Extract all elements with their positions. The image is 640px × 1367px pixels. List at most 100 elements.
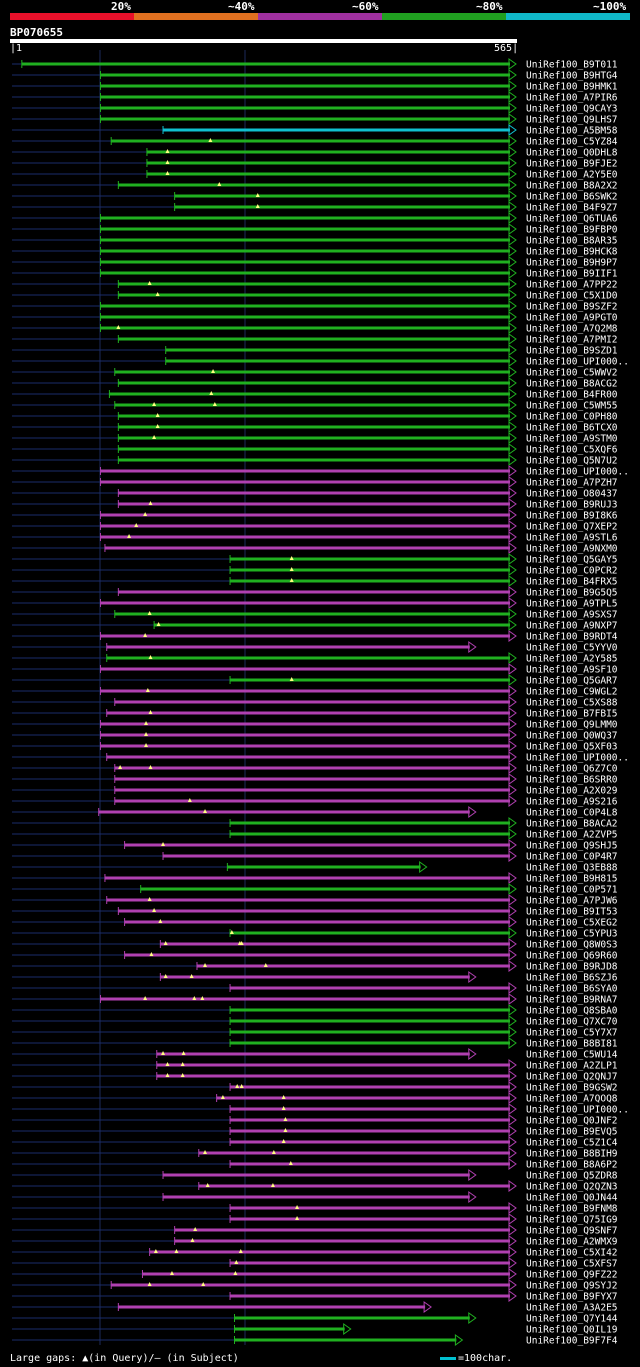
hit-row[interactable]: UniRef100_A2WMX9 bbox=[12, 1235, 618, 1248]
hit-label[interactable]: UniRef100_C5YPU3 bbox=[526, 929, 618, 940]
hit-row[interactable]: UniRef100_Q5ZDR8 bbox=[12, 1169, 618, 1182]
hit-label[interactable]: UniRef100_Q7XC70 bbox=[526, 1017, 618, 1028]
hit-label[interactable]: UniRef100_Q0DHL8 bbox=[526, 148, 618, 159]
hit-row[interactable]: UniRef100_C0P571 bbox=[12, 883, 618, 896]
hit-row[interactable]: UniRef100_A2X029 bbox=[12, 784, 618, 797]
hit-label[interactable]: UniRef100_Q8SBA0 bbox=[526, 1006, 618, 1017]
hit-label[interactable]: UniRef100_B9IIF1 bbox=[526, 269, 618, 280]
hit-row[interactable]: UniRef100_C0PCR2 bbox=[12, 564, 618, 577]
hit-label[interactable]: UniRef100_A9NXM0 bbox=[526, 544, 618, 555]
hit-label[interactable]: UniRef100_B9RDT4 bbox=[526, 632, 618, 643]
hit-label[interactable]: UniRef100_C5XFS7 bbox=[526, 1259, 618, 1270]
hit-row[interactable]: UniRef100_C5XI42 bbox=[12, 1246, 618, 1259]
hit-label[interactable]: UniRef100_B9SZF2 bbox=[526, 302, 618, 313]
hit-row[interactable]: UniRef100_B9H9P7 bbox=[12, 256, 618, 269]
hit-row[interactable]: UniRef100_C5YYV0 bbox=[12, 641, 618, 654]
hit-row[interactable]: UniRef100_B8A6P2 bbox=[12, 1158, 618, 1171]
hit-label[interactable]: UniRef100_C5WM55 bbox=[526, 401, 618, 412]
hit-label[interactable]: UniRef100_A5BM58 bbox=[526, 126, 618, 137]
hit-row[interactable]: UniRef100_A7PJW6 bbox=[12, 894, 618, 907]
hit-label[interactable]: UniRef100_Q5GAY5 bbox=[526, 555, 618, 566]
hit-row[interactable]: UniRef100_A9PGT0 bbox=[12, 311, 618, 324]
hit-label[interactable]: UniRef100_B9RNA7 bbox=[526, 995, 618, 1006]
hit-row[interactable]: UniRef100_B9T011 bbox=[12, 58, 618, 71]
hit-row[interactable]: UniRef100_UPI000.. bbox=[12, 1103, 629, 1116]
hit-label[interactable]: UniRef100_B9G5Q5 bbox=[526, 588, 618, 599]
hit-row[interactable]: UniRef100_Q9SHJ5 bbox=[12, 839, 618, 852]
hit-row[interactable]: UniRef100_Q7XC70 bbox=[12, 1015, 618, 1028]
hit-label[interactable]: UniRef100_UPI000.. bbox=[526, 467, 629, 478]
hit-label[interactable]: UniRef100_Q0IL19 bbox=[526, 1325, 618, 1336]
hit-label[interactable]: UniRef100_B4FRX5 bbox=[526, 577, 618, 588]
hit-row[interactable]: UniRef100_Q5GAR7 bbox=[12, 674, 618, 687]
hit-label[interactable]: UniRef100_O80437 bbox=[526, 489, 618, 500]
hit-row[interactable]: UniRef100_B8BIH9 bbox=[12, 1147, 618, 1160]
hit-row[interactable]: UniRef100_B7FBI5 bbox=[12, 707, 618, 720]
hit-label[interactable]: UniRef100_Q5GAR7 bbox=[526, 676, 618, 687]
hit-row[interactable]: UniRef100_C5XEG2 bbox=[12, 916, 618, 929]
hit-label[interactable]: UniRef100_B4F9Z7 bbox=[526, 203, 618, 214]
hit-label[interactable]: UniRef100_B7FBI5 bbox=[526, 709, 618, 720]
hit-row[interactable]: UniRef100_B9FJE2 bbox=[12, 157, 618, 170]
hit-label[interactable]: UniRef100_Q0WQ37 bbox=[526, 731, 618, 742]
hit-row[interactable]: UniRef100_A9S216 bbox=[12, 795, 618, 808]
hit-row[interactable]: UniRef100_C9WGL2 bbox=[12, 685, 618, 698]
hit-label[interactable]: UniRef100_Q0JNF2 bbox=[526, 1116, 618, 1127]
hit-label[interactable]: UniRef100_Q5N7U2 bbox=[526, 456, 618, 467]
hit-label[interactable]: UniRef100_C0P571 bbox=[526, 885, 618, 896]
hit-row[interactable]: UniRef100_A9NXM0 bbox=[12, 542, 618, 555]
hit-row[interactable]: UniRef100_B9EVQ5 bbox=[12, 1125, 618, 1138]
hit-label[interactable]: UniRef100_B6SZJ6 bbox=[526, 973, 618, 984]
hit-label[interactable]: UniRef100_Q9LMM0 bbox=[526, 720, 618, 731]
hit-label[interactable]: UniRef100_C5YZ84 bbox=[526, 137, 618, 148]
hit-label[interactable]: UniRef100_Q69R60 bbox=[526, 951, 618, 962]
hit-row[interactable]: UniRef100_B9SZD1 bbox=[12, 344, 618, 357]
hit-row[interactable]: UniRef100_Q9LMM0 bbox=[12, 718, 618, 731]
hit-row[interactable]: UniRef100_B9IT53 bbox=[12, 905, 618, 918]
hit-label[interactable]: UniRef100_B4FR00 bbox=[526, 390, 618, 401]
hit-label[interactable]: UniRef100_C0P4R7 bbox=[526, 852, 618, 863]
hit-row[interactable]: UniRef100_Q5GAY5 bbox=[12, 553, 618, 566]
hit-row[interactable]: UniRef100_B9H815 bbox=[12, 872, 618, 885]
hit-label[interactable]: UniRef100_UPI000.. bbox=[526, 357, 629, 368]
hit-row[interactable]: UniRef100_C5XS88 bbox=[12, 696, 618, 709]
hit-label[interactable]: UniRef100_A2ZLP1 bbox=[526, 1061, 618, 1072]
hit-row[interactable]: UniRef100_B4F9Z7 bbox=[12, 201, 618, 214]
hit-label[interactable]: UniRef100_B9EVQ5 bbox=[526, 1127, 618, 1138]
hit-label[interactable]: UniRef100_A9STL6 bbox=[526, 533, 618, 544]
hit-row[interactable]: UniRef100_A7PZH7 bbox=[12, 476, 618, 489]
hit-row[interactable]: UniRef100_Q0DHL8 bbox=[12, 146, 618, 159]
hit-label[interactable]: UniRef100_B8ACG2 bbox=[526, 379, 618, 390]
hit-row[interactable]: UniRef100_B8AR35 bbox=[12, 234, 618, 247]
hit-row[interactable]: UniRef100_B9RDT4 bbox=[12, 630, 618, 643]
hit-row[interactable]: UniRef100_A2ZVP5 bbox=[12, 828, 618, 841]
hit-row[interactable]: UniRef100_C0PH80 bbox=[12, 410, 618, 423]
hit-label[interactable]: UniRef100_Q6Z7C0 bbox=[526, 764, 618, 775]
hit-label[interactable]: UniRef100_B9I8K6 bbox=[526, 511, 618, 522]
hit-row[interactable]: UniRef100_C5X1D0 bbox=[12, 289, 618, 302]
hit-label[interactable]: UniRef100_C5XQF6 bbox=[526, 445, 618, 456]
hit-label[interactable]: UniRef100_C0PH80 bbox=[526, 412, 618, 423]
hit-row[interactable]: UniRef100_Q0IL19 bbox=[12, 1323, 618, 1336]
hit-label[interactable]: UniRef100_B8A2X2 bbox=[526, 181, 618, 192]
hit-row[interactable]: UniRef100_B9FYX7 bbox=[12, 1290, 618, 1303]
hit-label[interactable]: UniRef100_A7PIR6 bbox=[526, 93, 618, 104]
hit-row[interactable]: UniRef100_B4FRX5 bbox=[12, 575, 618, 588]
hit-label[interactable]: UniRef100_A7QOQ8 bbox=[526, 1094, 618, 1105]
hit-label[interactable]: UniRef100_B9GSW2 bbox=[526, 1083, 618, 1094]
hit-label[interactable]: UniRef100_A2X029 bbox=[526, 786, 618, 797]
hit-row[interactable]: UniRef100_B9FBP0 bbox=[12, 223, 618, 236]
hit-label[interactable]: UniRef100_B8A6P2 bbox=[526, 1160, 618, 1171]
hit-label[interactable]: UniRef100_Q8W0S3 bbox=[526, 940, 618, 951]
hit-label[interactable]: UniRef100_Q9CAY3 bbox=[526, 104, 618, 115]
hit-row[interactable]: UniRef100_A3A2E5 bbox=[12, 1301, 618, 1314]
hit-row[interactable]: UniRef100_Q9SNF7 bbox=[12, 1224, 618, 1237]
hit-row[interactable]: UniRef100_Q2QNJ7 bbox=[12, 1070, 618, 1083]
hit-row[interactable]: UniRef100_B9IIF1 bbox=[12, 267, 618, 280]
hit-row[interactable]: UniRef100_B9RUJ3 bbox=[12, 498, 618, 511]
hit-row[interactable]: UniRef100_C5WM55 bbox=[12, 399, 618, 412]
hit-row[interactable]: UniRef100_UPI000.. bbox=[12, 751, 629, 764]
hit-row[interactable]: UniRef100_B8A2X2 bbox=[12, 179, 618, 192]
hit-label[interactable]: UniRef100_B9H9P7 bbox=[526, 258, 618, 269]
hit-label[interactable]: UniRef100_C9WGL2 bbox=[526, 687, 618, 698]
